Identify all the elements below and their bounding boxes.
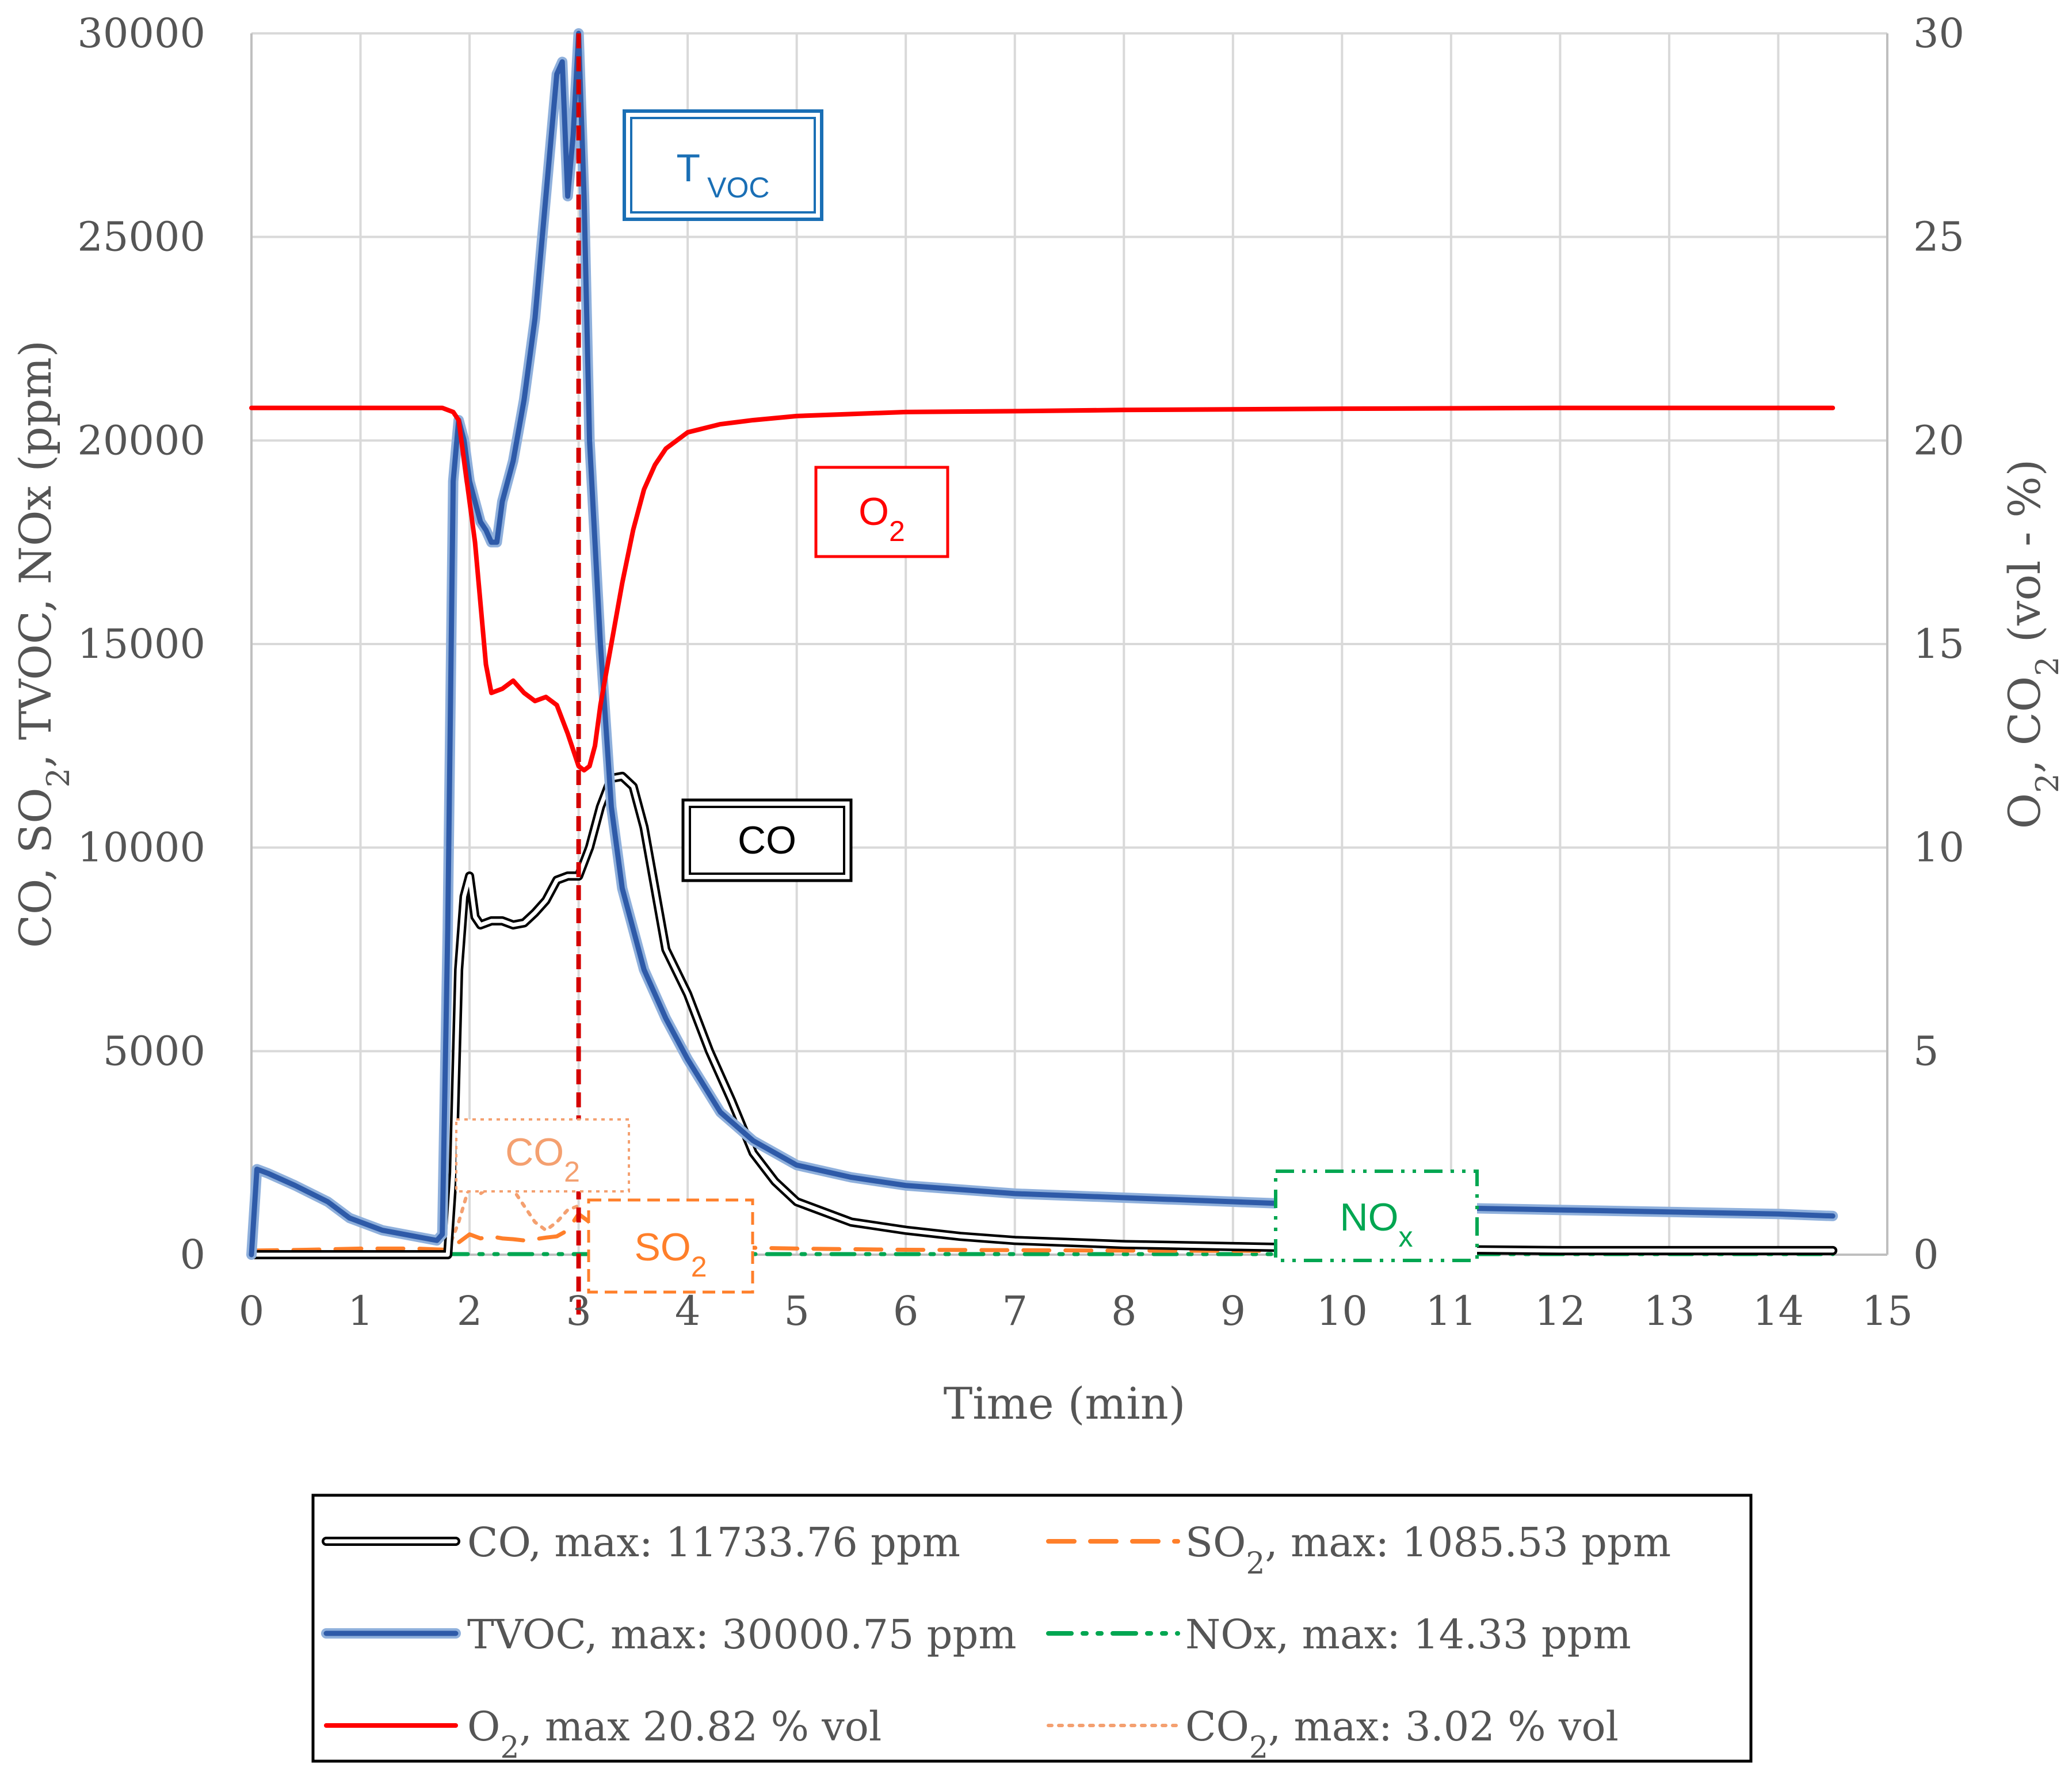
annotation-label-co: CO <box>738 818 796 862</box>
x-tick-label-15: 15 <box>1861 1287 1913 1335</box>
legend-item-co: CO, max: 11733.76 ppm <box>322 1519 960 1566</box>
legend-item-tvoc: TVOC, max: 30000.75 ppm <box>321 1611 1017 1658</box>
legend-label-co: CO, max: 11733.76 ppm <box>467 1519 960 1566</box>
grid <box>250 32 1888 1256</box>
annotations: T VOC O2 CO CO2 SO2 NOx <box>455 109 1479 1294</box>
annotation-box-co2 <box>455 1118 630 1193</box>
annotation-inner-box-co <box>689 806 845 875</box>
annotation-co: CO <box>681 798 853 882</box>
x-tick-label-5: 5 <box>784 1287 810 1335</box>
series-layer <box>246 28 1838 1260</box>
series-path-tvoc-1 <box>249 31 1836 1258</box>
legend-item-o2: O2, max 20.82 % vol <box>324 1703 882 1765</box>
x-tick-label-14: 14 <box>1753 1287 1804 1335</box>
series-line-tvoc <box>246 28 1838 1260</box>
x-tick-label-13: 13 <box>1643 1287 1695 1335</box>
legend: CO, max: 11733.76 ppm SO2, max: 1085.53 p… <box>311 1494 1753 1765</box>
annotation-so2: SO2 <box>587 1198 754 1294</box>
y-axis-title-right-text: O2, CO2 (vol - %) <box>1999 459 2066 829</box>
x-tick-label-4: 4 <box>675 1287 701 1335</box>
series-line-so2 <box>249 1212 1835 1254</box>
series-line-co <box>247 771 1838 1259</box>
y-axis-title-left-text: CO, SO2, TVOC, NOx (ppm) <box>10 340 77 948</box>
annotation-label-o2: O2 <box>858 490 905 547</box>
x-tick-label-10: 10 <box>1317 1287 1368 1335</box>
y-right-tick-label-1: 5 <box>1913 1027 1939 1075</box>
legend-label-o2: O2, max 20.82 % vol <box>467 1703 882 1765</box>
x-tick-label-7: 7 <box>1002 1287 1028 1335</box>
legend-item-co2: CO2, max: 3.02 % vol <box>1047 1703 1619 1765</box>
y-left-tick-label-4: 20000 <box>77 417 205 464</box>
y-left-tick-label-6: 30000 <box>77 10 205 57</box>
y-left-tick-label-5: 25000 <box>77 214 205 261</box>
x-tick-label-11: 11 <box>1425 1287 1476 1335</box>
x-tick-label-9: 9 <box>1220 1287 1246 1335</box>
annotation-inner-box-tvoc <box>630 117 816 214</box>
legend-label-tvoc: TVOC, max: 30000.75 ppm <box>467 1611 1017 1658</box>
annotation-label-so2: SO2 <box>634 1225 707 1283</box>
y-right-tick-label-2: 10 <box>1913 824 1964 871</box>
y-right-tick-label-3: 15 <box>1913 620 1964 668</box>
y-right-tick-label-4: 20 <box>1913 417 1964 464</box>
annotation-label-nox: NOx <box>1340 1195 1413 1253</box>
legend-box <box>311 1494 1753 1763</box>
series-path-o2-0 <box>249 405 1836 773</box>
x-tick-label-0: 0 <box>239 1287 265 1335</box>
annotation-label-tvoc: T VOC <box>677 146 770 204</box>
y-left-tick-label-1: 5000 <box>103 1027 205 1075</box>
annotation-box-co <box>681 798 853 882</box>
annotation-box-tvoc <box>623 109 823 221</box>
legend-item-nox: NOx, max: 14.33 ppm <box>1046 1611 1631 1658</box>
x-tick-label-8: 8 <box>1111 1287 1137 1335</box>
legend-label-nox: NOx, max: 14.33 ppm <box>1185 1611 1631 1658</box>
tick-labels: 0 1 2 3 4 5 6 7 8 9 10 11 12 13 14 15050001000015000200… <box>77 10 1964 1335</box>
annotation-box-so2 <box>587 1198 754 1294</box>
annotation-o2: O2 <box>814 466 949 558</box>
legend-item-so2: SO2, max: 1085.53 ppm <box>1046 1519 1671 1581</box>
x-tick-label-1: 1 <box>348 1287 373 1335</box>
legend-label-so2: SO2, max: 1085.53 ppm <box>1185 1519 1671 1581</box>
y-right-tick-label-0: 0 <box>1913 1231 1939 1278</box>
annotation-co2: CO2 <box>455 1118 630 1193</box>
x-axis-title: Time (min) <box>944 1378 1186 1429</box>
series-path-so2-0 <box>249 1212 1835 1254</box>
annotation-label-co2: CO2 <box>505 1130 580 1188</box>
y-left-tick-label-0: 0 <box>180 1231 205 1278</box>
y-right-tick-label-5: 25 <box>1913 214 1964 261</box>
y-left-tick-label-2: 10000 <box>77 824 205 871</box>
series-line-o2 <box>249 405 1836 773</box>
x-tick-label-3: 3 <box>566 1287 592 1335</box>
x-tick-label-6: 6 <box>893 1287 919 1335</box>
annotation-tvoc: T VOC <box>623 109 823 221</box>
annotation-box-o2 <box>814 466 949 558</box>
x-tick-label-12: 12 <box>1535 1287 1586 1335</box>
series-path-co-1 <box>249 774 1835 1257</box>
y-right-tick-label-6: 30 <box>1913 10 1964 57</box>
annotation-box-nox <box>1274 1170 1479 1262</box>
annotation-nox: NOx <box>1274 1170 1479 1262</box>
y-axis-title-right: O2, CO2 (vol - %) <box>1999 459 2066 829</box>
y-left-tick-label-3: 15000 <box>77 620 205 668</box>
legend-label-co2: CO2, max: 3.02 % vol <box>1185 1703 1619 1765</box>
y-axis-title-left: CO, SO2, TVOC, NOx (ppm) <box>10 340 77 948</box>
x-tick-label-2: 2 <box>457 1287 483 1335</box>
